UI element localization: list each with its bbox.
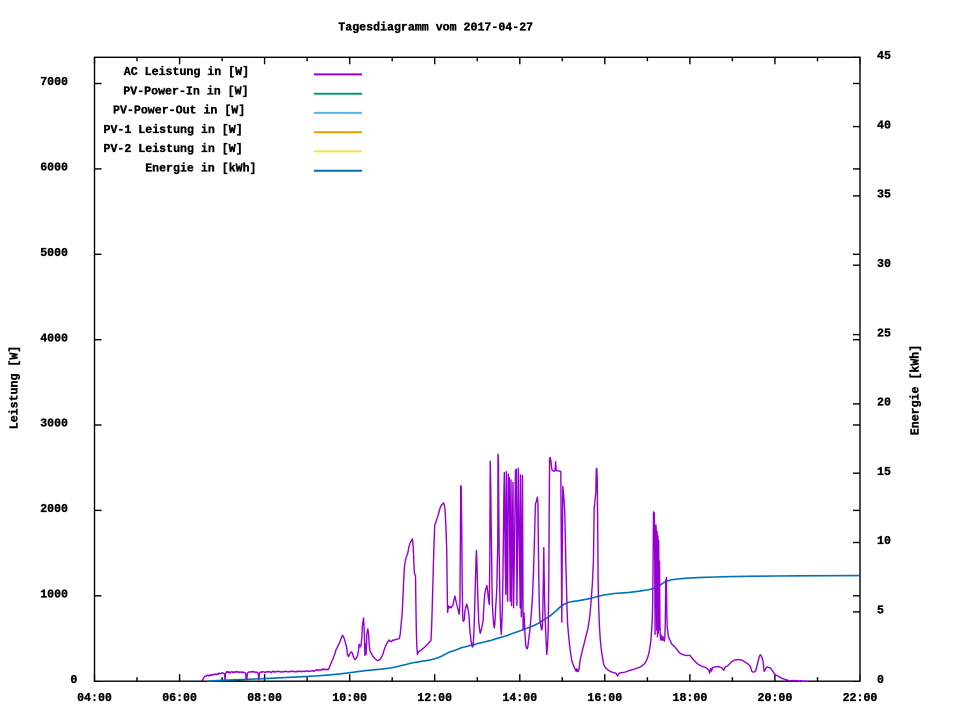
svg-text:06:00: 06:00 <box>162 692 197 705</box>
svg-text:30: 30 <box>877 258 891 271</box>
svg-text:7000: 7000 <box>40 76 68 89</box>
svg-text:5: 5 <box>877 605 884 618</box>
svg-text:10:00: 10:00 <box>332 692 367 705</box>
svg-text:2000: 2000 <box>40 503 68 516</box>
svg-text:08:00: 08:00 <box>247 692 282 705</box>
svg-text:5000: 5000 <box>40 247 68 260</box>
svg-text:35: 35 <box>877 189 891 202</box>
svg-text:45: 45 <box>877 50 891 63</box>
svg-text:40: 40 <box>877 119 891 132</box>
svg-text:0: 0 <box>70 674 77 687</box>
svg-text:Energie in [kWh]: Energie in [kWh] <box>145 162 256 175</box>
svg-text:12:00: 12:00 <box>417 692 452 705</box>
svg-text:3000: 3000 <box>40 418 68 431</box>
svg-text:Tagesdiagramm vom 2017-04-27: Tagesdiagramm vom 2017-04-27 <box>338 22 533 35</box>
svg-text:PV-2 Leistung in [W]: PV-2 Leistung in [W] <box>104 143 243 156</box>
svg-text:Leistung [W]: Leistung [W] <box>9 346 22 430</box>
svg-text:25: 25 <box>877 327 891 340</box>
svg-text:15: 15 <box>877 466 891 479</box>
svg-text:18:00: 18:00 <box>673 692 708 705</box>
svg-text:0: 0 <box>877 674 884 687</box>
svg-text:14:00: 14:00 <box>502 692 537 705</box>
svg-text:04:00: 04:00 <box>77 692 112 705</box>
svg-text:Energie [kWh]: Energie [kWh] <box>910 345 923 435</box>
svg-text:20:00: 20:00 <box>758 692 793 705</box>
svg-text:20: 20 <box>877 397 891 410</box>
svg-text:22:00: 22:00 <box>843 692 878 705</box>
svg-text:6000: 6000 <box>40 162 68 175</box>
svg-text:PV-1 Leistung in [W]: PV-1 Leistung in [W] <box>104 124 243 137</box>
svg-text:PV-Power-Out in [W]: PV-Power-Out in [W] <box>113 105 245 118</box>
svg-text:AC Leistung in [W]: AC Leistung in [W] <box>124 66 249 79</box>
svg-text:PV-Power-In in [W]: PV-Power-In in [W] <box>123 85 248 98</box>
svg-text:16:00: 16:00 <box>587 692 622 705</box>
svg-text:4000: 4000 <box>40 332 68 345</box>
svg-text:1000: 1000 <box>40 589 68 602</box>
svg-text:10: 10 <box>877 535 891 548</box>
